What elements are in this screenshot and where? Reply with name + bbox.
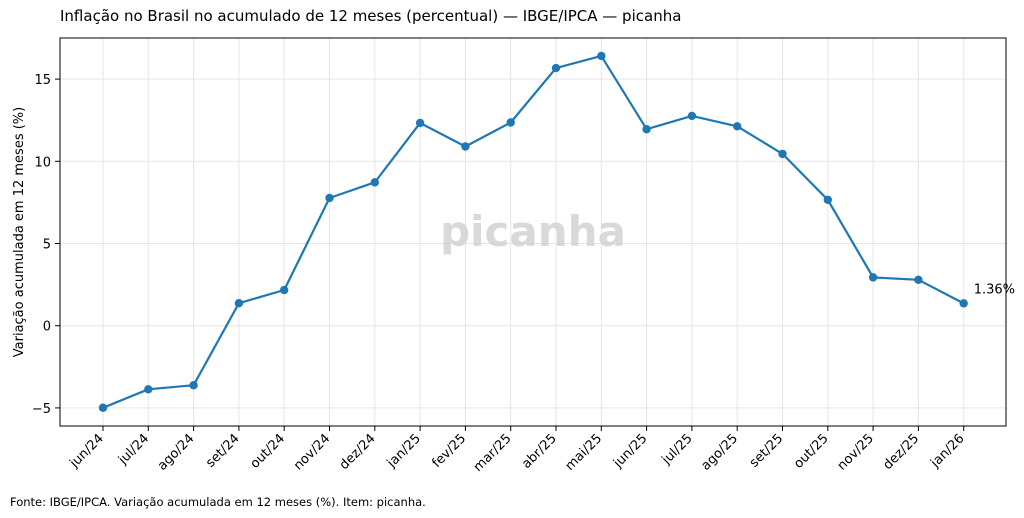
data-point: [506, 118, 515, 127]
data-point: [959, 299, 968, 308]
x-tick-label: abr/25: [519, 431, 560, 472]
data-point: [914, 275, 923, 285]
x-tick-label: nov/25: [835, 431, 877, 473]
data-point: [597, 51, 606, 61]
x-tick-label: jun/24: [67, 431, 107, 471]
x-tick-label: out/25: [791, 431, 831, 471]
grid-layer: [60, 38, 1006, 426]
x-tick-label: jan/26: [927, 431, 967, 471]
y-tick-label: 0: [43, 320, 51, 335]
series-layer: 1.36%: [98, 51, 1015, 412]
data-point: [234, 298, 244, 308]
data-point: [370, 178, 379, 187]
data-point: [687, 111, 697, 121]
data-point: [415, 118, 425, 128]
chart-title: Inflação no Brasil no acumulado de 12 me…: [60, 7, 682, 25]
x-tick-label: dez/24: [337, 431, 379, 473]
y-tick-label: 10: [34, 155, 51, 170]
x-tick-label: set/25: [747, 431, 786, 470]
x-tick-label: jun/25: [610, 431, 650, 471]
data-label: 1.36%: [974, 282, 1015, 297]
data-point: [778, 149, 787, 159]
watermark: picanha: [440, 207, 626, 256]
data-point: [868, 273, 878, 282]
x-tick-label: jan/25: [384, 431, 424, 471]
x-tick-label: mai/25: [563, 431, 606, 474]
ticks-layer: jun/24 jul/24 ago/24 set/24 out/24 nov/24 dez/…: [32, 73, 968, 475]
data-point: [823, 195, 832, 204]
data-point: [280, 285, 289, 295]
y-tick-label: −5: [32, 402, 51, 417]
source-note: Fonte: IBGE/IPCA. Variação acumulada em …: [10, 495, 426, 509]
y-axis-label: Variação acumulada em 12 meses (%): [12, 107, 27, 357]
series-line: [102, 54, 965, 409]
data-point: [642, 125, 651, 134]
data-point: [144, 385, 153, 394]
data-point: [461, 142, 470, 151]
data-point: [733, 122, 742, 131]
y-tick-label: 5: [43, 238, 51, 253]
data-point: [325, 193, 334, 203]
x-tick-label: set/24: [203, 431, 242, 470]
data-point: [189, 381, 198, 390]
x-tick-label: mar/25: [471, 431, 515, 475]
x-tick-label: jul/25: [659, 431, 696, 468]
x-tick-label: nov/24: [291, 431, 333, 473]
y-tick-label: 15: [34, 73, 51, 88]
x-tick-label: jul/24: [115, 431, 152, 468]
x-tick-label: ago/24: [155, 431, 197, 473]
plot-frame: [59, 37, 1007, 427]
x-tick-label: out/24: [248, 431, 288, 471]
x-tick-label: ago/25: [699, 431, 741, 473]
data-point: [551, 63, 561, 73]
data-point: [98, 403, 108, 412]
x-tick-label: dez/25: [881, 431, 923, 473]
x-tick-label: fev/25: [429, 431, 469, 471]
